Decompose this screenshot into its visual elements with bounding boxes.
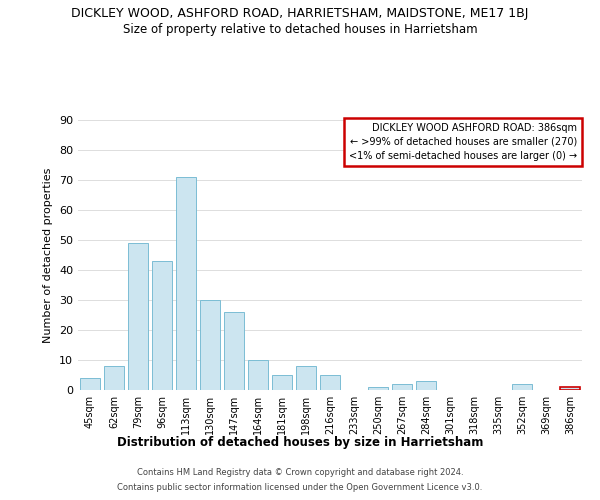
Text: Contains HM Land Registry data © Crown copyright and database right 2024.: Contains HM Land Registry data © Crown c…: [137, 468, 463, 477]
Bar: [176, 177, 196, 390]
Bar: [272, 375, 292, 390]
Bar: [416, 381, 436, 390]
Bar: [320, 375, 340, 390]
Text: Distribution of detached houses by size in Harrietsham: Distribution of detached houses by size …: [117, 436, 483, 449]
Y-axis label: Number of detached properties: Number of detached properties: [43, 168, 53, 342]
Bar: [368, 387, 388, 390]
Text: Contains public sector information licensed under the Open Government Licence v3: Contains public sector information licen…: [118, 483, 482, 492]
Bar: [392, 384, 412, 390]
Bar: [512, 384, 532, 390]
Bar: [560, 387, 580, 390]
Bar: [296, 366, 316, 390]
Text: DICKLEY WOOD ASHFORD ROAD: 386sqm
← >99% of detached houses are smaller (270)
<1: DICKLEY WOOD ASHFORD ROAD: 386sqm ← >99%…: [349, 122, 577, 160]
Bar: [224, 312, 244, 390]
Text: Size of property relative to detached houses in Harrietsham: Size of property relative to detached ho…: [122, 22, 478, 36]
Bar: [80, 378, 100, 390]
Bar: [104, 366, 124, 390]
Bar: [200, 300, 220, 390]
Text: DICKLEY WOOD, ASHFORD ROAD, HARRIETSHAM, MAIDSTONE, ME17 1BJ: DICKLEY WOOD, ASHFORD ROAD, HARRIETSHAM,…: [71, 8, 529, 20]
Bar: [248, 360, 268, 390]
Bar: [152, 261, 172, 390]
Bar: [128, 243, 148, 390]
